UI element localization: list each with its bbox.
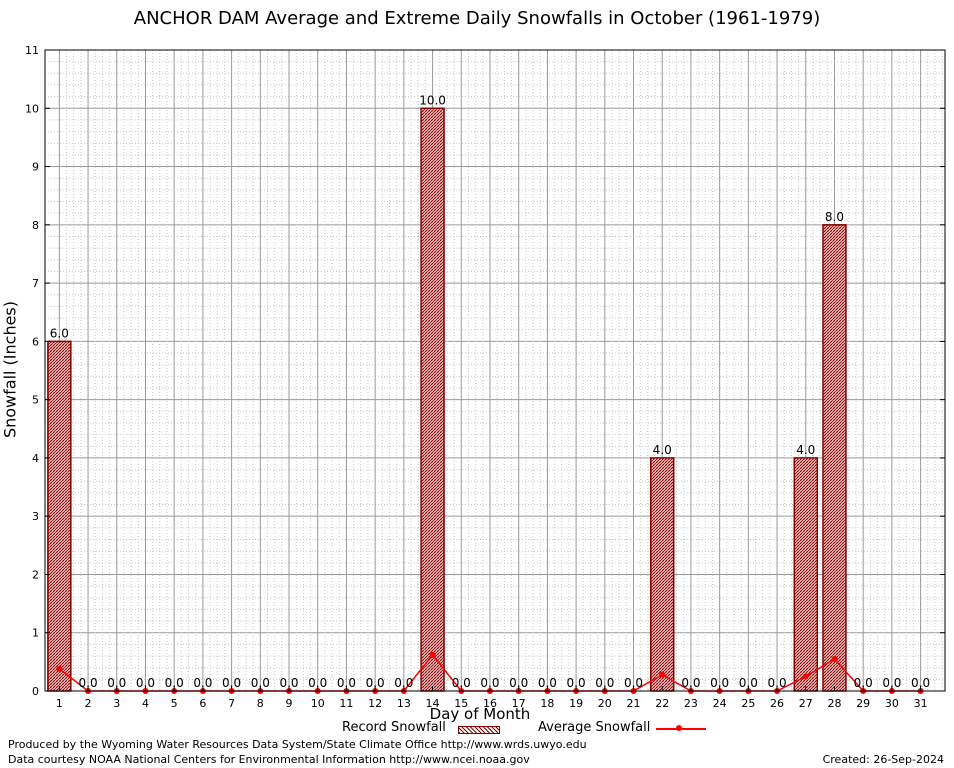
x-tick-label: 19 — [569, 697, 583, 710]
x-tick-label: 22 — [655, 697, 669, 710]
bar-value-label: 0.0 — [739, 676, 758, 690]
bar-value-label: 0.0 — [624, 676, 643, 690]
footer-credit-ncei: Data courtesy NOAA National Centers for … — [8, 753, 530, 766]
y-tick-label: 4 — [32, 452, 39, 465]
y-tick-label: 3 — [32, 510, 39, 523]
average-point — [56, 665, 63, 672]
record-bars — [47, 107, 847, 692]
bar-value-label: 0.0 — [882, 676, 901, 690]
y-tick-label: 7 — [32, 277, 39, 290]
bar-value-label: 0.0 — [480, 676, 499, 690]
bar-value-label: 10.0 — [419, 93, 446, 107]
bar-value-label: 8.0 — [825, 210, 844, 224]
x-tick-label: 5 — [171, 697, 178, 710]
y-tick-label: 0 — [32, 685, 39, 698]
bar-value-label: 0.0 — [337, 676, 356, 690]
y-tick-label: 5 — [32, 394, 39, 407]
x-tick-label: 15 — [454, 697, 468, 710]
y-tick-label: 6 — [32, 335, 39, 348]
x-tick-label: 12 — [368, 697, 382, 710]
bar-value-label: 0.0 — [136, 676, 155, 690]
y-tick-label: 2 — [32, 568, 39, 581]
bar-value-label: 0.0 — [854, 676, 873, 690]
y-tick-label: 8 — [32, 219, 39, 232]
footer-created-date: Created: 26-Sep-2024 — [822, 753, 944, 766]
bar-value-label: 6.0 — [50, 326, 69, 340]
average-point — [831, 655, 838, 662]
bar-value-label: 0.0 — [165, 676, 184, 690]
bar-value-label: 0.0 — [107, 676, 126, 690]
legend-average-label: Average Snowfall — [538, 720, 651, 735]
record-bar — [47, 340, 72, 692]
x-tick-label: 8 — [257, 697, 264, 710]
x-tick-label: 16 — [483, 697, 497, 710]
x-tick-label: 4 — [142, 697, 149, 710]
average-point — [802, 673, 809, 680]
record-bar — [649, 457, 675, 692]
x-tick-label: 11 — [339, 697, 353, 710]
x-tick-label: 14 — [426, 697, 440, 710]
bar-value-label: 0.0 — [710, 676, 729, 690]
x-tick-label: 21 — [627, 697, 641, 710]
x-tick-label: 1 — [56, 697, 63, 710]
record-bar — [420, 107, 445, 692]
x-tick-label: 27 — [799, 697, 813, 710]
x-tick-label: 17 — [512, 697, 526, 710]
x-tick-label: 3 — [113, 697, 120, 710]
bar-value-label: 0.0 — [509, 676, 528, 690]
x-tick-label: 25 — [741, 697, 755, 710]
bar-value-label: 0.0 — [911, 676, 930, 690]
bar-value-label: 0.0 — [366, 676, 385, 690]
average-point — [659, 671, 666, 678]
bar-value-label: 4.0 — [796, 443, 815, 457]
legend-record-label: Record Snowfall — [342, 720, 446, 735]
bar-value-label: 4.0 — [653, 443, 672, 457]
bar-value-label: 0.0 — [279, 676, 298, 690]
record-bar — [793, 457, 818, 692]
x-tick-label: 20 — [598, 697, 612, 710]
bar-value-label: 0.0 — [79, 676, 98, 690]
x-tick-label: 10 — [311, 697, 325, 710]
bar-value-label: 0.0 — [308, 676, 327, 690]
x-tick-label: 23 — [684, 697, 698, 710]
x-tick-label: 29 — [856, 697, 870, 710]
x-tick-label: 30 — [885, 697, 899, 710]
x-tick-label: 6 — [199, 697, 206, 710]
chart-title: ANCHOR DAM Average and Extreme Daily Sno… — [133, 8, 821, 29]
y-tick-label: 10 — [25, 102, 39, 115]
bar-value-label: 0.0 — [222, 676, 241, 690]
average-point — [429, 651, 436, 658]
x-tick-label: 7 — [228, 697, 235, 710]
legend: Record Snowfall Average Snowfall — [340, 720, 720, 738]
legend-average-marker — [676, 725, 682, 731]
x-axis-label: Day of Month — [429, 705, 531, 723]
data-labels: 6.0 0.0 0.0 0.0 0.0 0.0 0.0 0.0 0.0 0.0 0.0 0.0 0.0 1… — [50, 93, 930, 690]
y-tick-label: 9 — [32, 161, 39, 174]
x-tick-label: 31 — [914, 697, 928, 710]
x-tick-label: 18 — [540, 697, 554, 710]
plot-frame — [44, 49, 946, 692]
x-tick-label: 26 — [770, 697, 784, 710]
y-tick-label: 1 — [32, 627, 39, 640]
x-tick-label: 24 — [713, 697, 727, 710]
bar-value-label: 0.0 — [681, 676, 700, 690]
x-tick-label: 9 — [286, 697, 293, 710]
bar-value-label: 0.0 — [251, 676, 270, 690]
bar-value-label: 0.0 — [567, 676, 586, 690]
legend-record-swatch — [458, 726, 500, 734]
bar-value-label: 0.0 — [452, 676, 471, 690]
x-tick-label: 2 — [85, 697, 92, 710]
footer-credit-wrds: Produced by the Wyoming Water Resources … — [8, 738, 587, 751]
bar-value-label: 0.0 — [193, 676, 212, 690]
bar-value-label: 0.0 — [394, 676, 413, 690]
bar-value-label: 0.0 — [538, 676, 557, 690]
record-bar — [822, 224, 847, 692]
x-tick-label: 28 — [827, 697, 841, 710]
x-tick-label: 13 — [397, 697, 411, 710]
bar-value-label: 0.0 — [595, 676, 614, 690]
y-tick-label: 11 — [25, 44, 39, 57]
bar-value-label: 0.0 — [768, 676, 787, 690]
